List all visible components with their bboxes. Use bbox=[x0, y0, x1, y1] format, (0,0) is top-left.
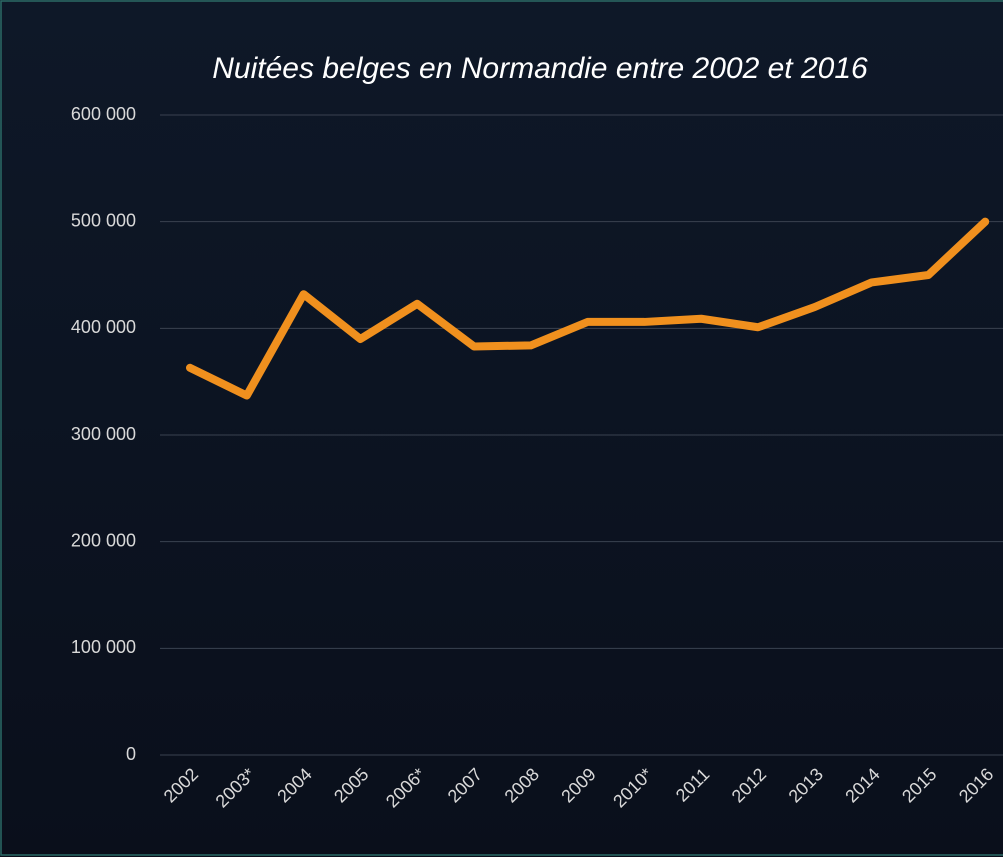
data-line bbox=[186, 217, 990, 400]
y-tick-label: 100 000 bbox=[71, 637, 136, 657]
y-tick-label: 400 000 bbox=[71, 317, 136, 337]
y-tick-label: 0 bbox=[126, 744, 136, 764]
chart-title: Nuitées belges en Normandie entre 2002 e… bbox=[212, 52, 868, 85]
y-tick-label: 600 000 bbox=[71, 104, 136, 124]
y-tick-label: 500 000 bbox=[71, 210, 136, 230]
y-tick-label: 300 000 bbox=[71, 424, 136, 444]
y-tick-label: 200 000 bbox=[71, 530, 136, 550]
